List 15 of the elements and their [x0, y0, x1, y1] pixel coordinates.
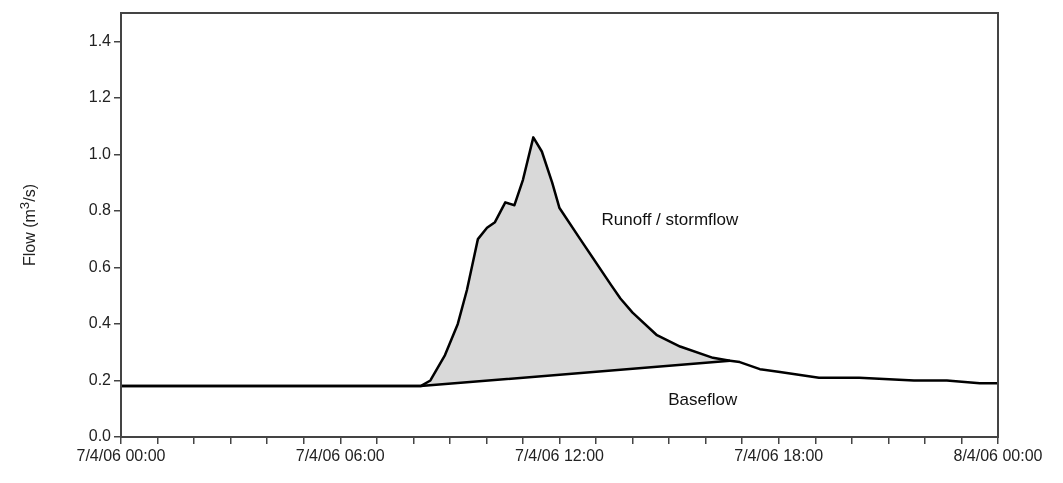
y-tick-label: 1.0	[88, 144, 112, 162]
y-tick-label: 0.4	[88, 314, 112, 332]
y-tick-label: 1.4	[88, 31, 112, 49]
x-tick-label: 7/4/06 00:00	[76, 447, 166, 465]
y-tick-label: 0.2	[88, 370, 112, 388]
x-tick-label: 7/4/06 12:00	[515, 447, 605, 465]
x-tick-label: 7/4/06 18:00	[734, 447, 824, 465]
x-tick-label: 7/4/06 06:00	[295, 447, 385, 465]
y-tick-label: 0.0	[88, 427, 112, 445]
annotation: Baseflow	[668, 389, 738, 409]
annotation: Runoff / stormflow	[601, 209, 739, 229]
y-tick-label: 0.8	[88, 201, 112, 219]
x-tick-label: 8/4/06 00:00	[953, 447, 1043, 465]
y-tick-label: 0.6	[88, 257, 112, 275]
y-tick-label: 1.2	[88, 88, 112, 106]
